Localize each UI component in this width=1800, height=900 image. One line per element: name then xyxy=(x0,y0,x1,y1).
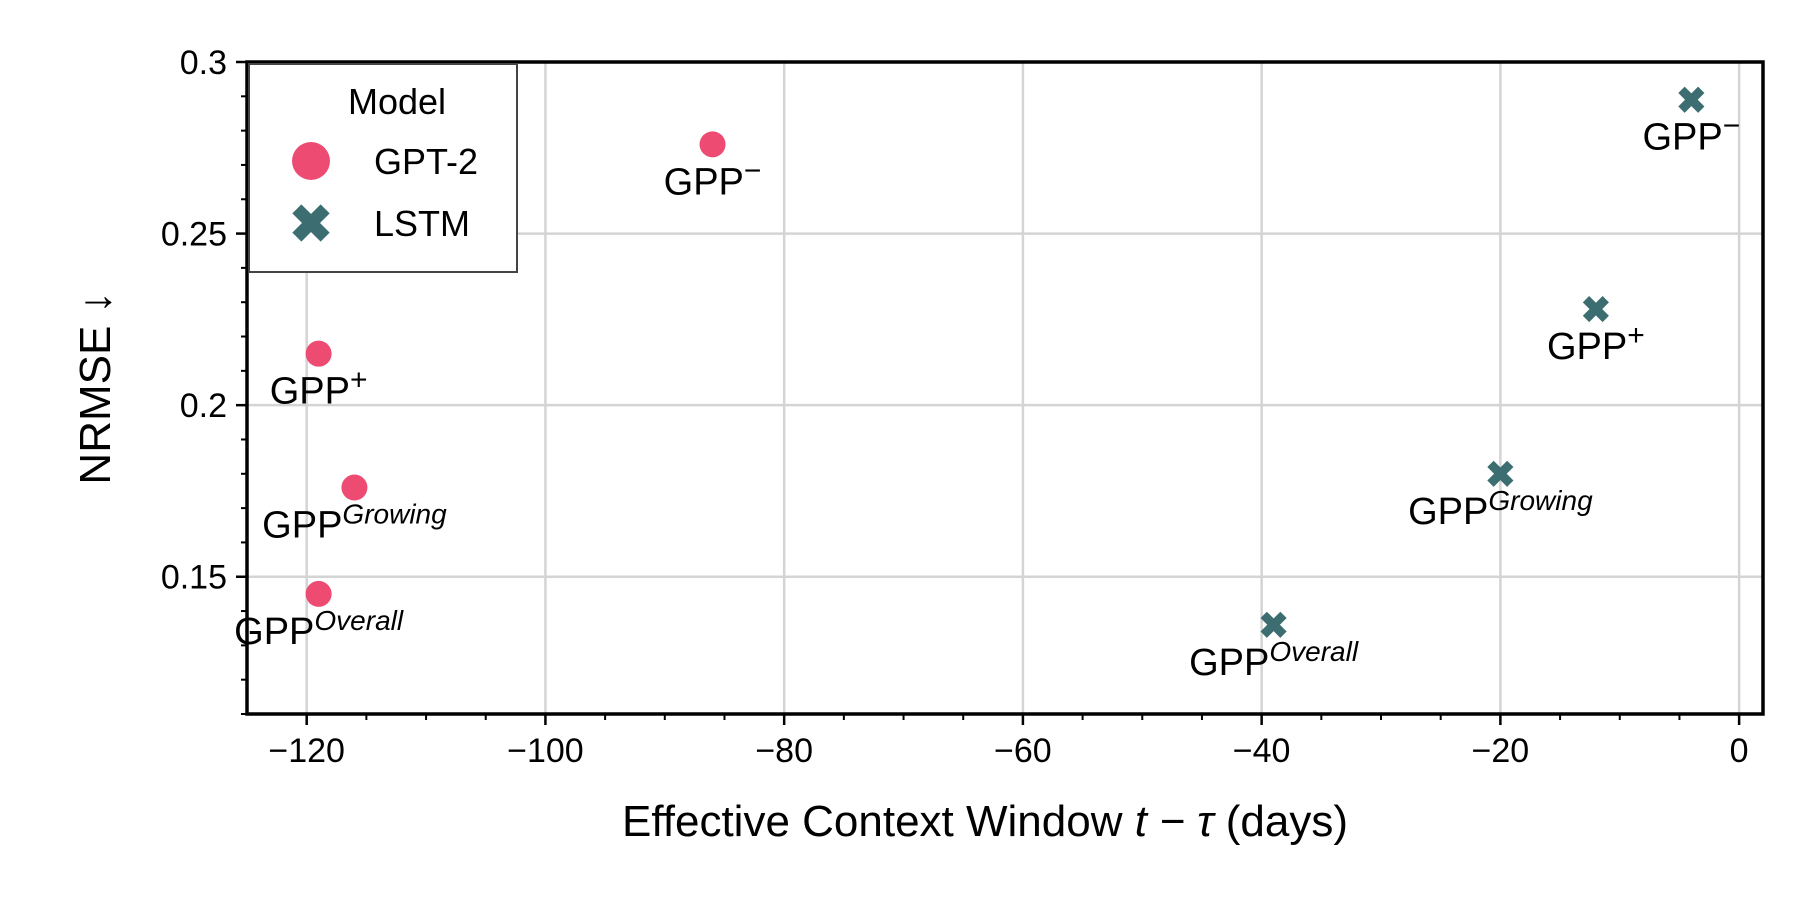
x-tick-label: 0 xyxy=(1730,732,1749,770)
x-tick-label: −120 xyxy=(268,732,345,770)
x-marker-bar xyxy=(1487,460,1514,487)
legend-title: Model xyxy=(348,81,446,122)
point-label: GPP− xyxy=(1642,110,1740,159)
point-label: GPP+ xyxy=(270,364,368,413)
x-tick-label: −40 xyxy=(1233,732,1291,770)
y-tick-label: 0.15 xyxy=(161,559,227,597)
point-label: GPP− xyxy=(664,154,762,203)
axes-layer: −120 −100 −80 −60 −40 −20 0 0.15 0.2 0.25 0.3 Effec… xyxy=(71,44,1765,846)
data-point-circle xyxy=(305,580,332,607)
data-point-x xyxy=(1487,460,1514,487)
x-marker-bar xyxy=(1582,296,1609,323)
legend-marker-x xyxy=(292,204,330,242)
x-marker-bar xyxy=(292,204,330,242)
x-tick-label: −80 xyxy=(755,732,813,770)
x-tick-label: −20 xyxy=(1472,732,1530,770)
x-marker-bar xyxy=(1260,611,1287,638)
x-marker-bar xyxy=(1678,86,1705,113)
y-tick-label: 0.2 xyxy=(180,387,227,425)
legend-entry-label: LSTM xyxy=(374,203,470,244)
data-point-circle xyxy=(699,131,726,158)
y-tick-label: 0.25 xyxy=(161,216,227,254)
data-point-x xyxy=(1260,611,1287,638)
legend-marker-circle xyxy=(292,142,330,180)
plot-frame xyxy=(245,60,1765,716)
data-point-circle xyxy=(305,340,332,367)
legend: Model GPT-2 LSTM xyxy=(248,63,518,273)
y-axis-title: NRMSE ↓ xyxy=(71,291,120,484)
legend-entry-label: GPT-2 xyxy=(374,141,478,182)
x-tick-label: −60 xyxy=(994,732,1052,770)
point-label: GPPGrowing xyxy=(262,499,447,547)
x-tick-label: −100 xyxy=(507,732,584,770)
point-label: GPPOverall xyxy=(1189,636,1359,684)
points-layer: GPP− GPP+ GPPGrowing GPPOverall GPP− GPP+ GPPG… xyxy=(234,86,1740,684)
data-point-circle xyxy=(341,474,368,501)
data-point-x xyxy=(1678,86,1705,113)
point-label: GPPGrowing xyxy=(1408,485,1593,533)
data-point-x xyxy=(1582,296,1609,323)
point-label: GPP+ xyxy=(1547,319,1645,368)
y-tick-label: 0.3 xyxy=(180,44,227,82)
point-label: GPPOverall xyxy=(234,605,404,653)
x-axis-title: Effective Context Window t − τ (days) xyxy=(622,797,1348,846)
